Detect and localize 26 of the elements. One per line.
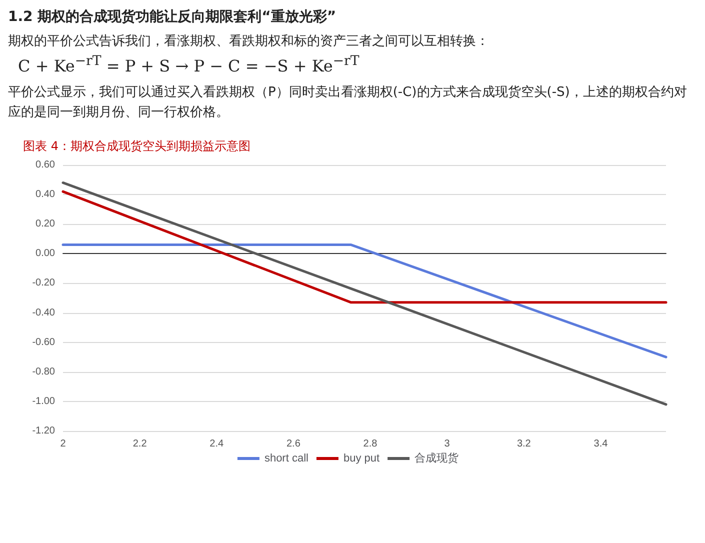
y-tick-label: -0.80 [32, 366, 56, 378]
legend-label: 合成现货 [414, 452, 459, 465]
y-tick-label: -0.20 [32, 278, 56, 290]
text: 平价公式显示，我们可以通过买入看跌期权（P）同时卖出看涨期权(-C)的方式来合成现货空头(-S)，上述的期权合约对应的是同一到期月份、同一行权价格。 [8, 84, 688, 122]
x-tick-label: 3.4 [594, 438, 608, 450]
y-tick-label: -0.40 [32, 308, 56, 319]
x-tick-label: 2 [60, 438, 66, 450]
x-tick-label: 2.2 [132, 438, 148, 450]
chart-title: 1.2 期权的合成现货功能让反向期限套利“重放光彩” [8, 8, 338, 26]
y-tick-label: 0.20 [36, 218, 56, 230]
x-tick-label: 2.6 [286, 438, 301, 450]
y-tick-label: -1.20 [32, 426, 56, 437]
y-tick-label: 0.60 [36, 160, 56, 171]
text: 图表 4：期权合成现货空头到期损益示意图 [23, 139, 250, 154]
y-tick-label: -0.60 [32, 337, 56, 348]
y-tick-label: 0.40 [36, 189, 56, 200]
x-tick-label: 2.4 [210, 438, 224, 450]
chart-subtitle: 期权的平价公式告诉我们，看涨期权、看跌期权和标的资产三者之间可以互相转换： [8, 33, 490, 50]
y-tick-label: 0.00 [36, 248, 56, 260]
x-tick-label: 2.8 [363, 438, 378, 450]
x-tick-label: 3 [444, 438, 450, 450]
y-tick-label: -1.00 [32, 396, 56, 408]
legend-label: short call [264, 452, 308, 465]
x-tick-label: 3.2 [516, 438, 532, 450]
legend-label: buy put [343, 452, 380, 465]
text: C + Ke$^{−rT}$ = P + S → P − C = −S + Ke$^{−rT}$ [18, 54, 360, 76]
